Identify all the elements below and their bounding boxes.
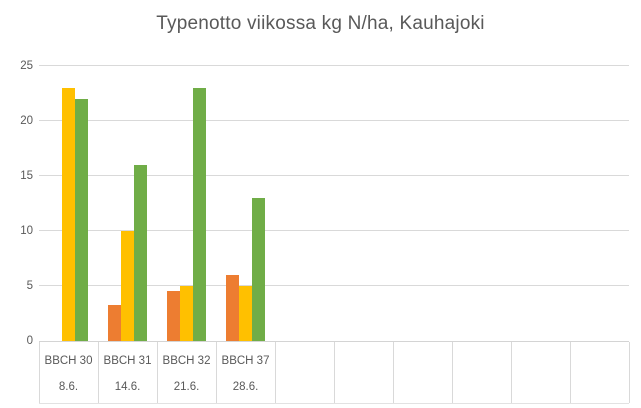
gridline-10 bbox=[39, 230, 629, 231]
bar-yellow-bbch-31 bbox=[121, 231, 134, 341]
y-tick-label-15: 15 bbox=[20, 170, 33, 182]
category-sublabel: 28.6. bbox=[232, 381, 259, 393]
y-tick-label-5: 5 bbox=[26, 280, 33, 292]
category-label: BBCH 31 bbox=[103, 355, 152, 367]
chart-title: Typenotto viikossa kg N/ha, Kauhajoki bbox=[156, 13, 485, 34]
category-sublabel: 14.6. bbox=[114, 381, 141, 393]
y-tick-label-25: 25 bbox=[20, 60, 33, 72]
category-label: BBCH 32 bbox=[162, 355, 211, 367]
y-tick-label-20: 20 bbox=[20, 115, 33, 127]
category-cell-divider bbox=[216, 342, 217, 403]
category-cell-divider bbox=[275, 342, 276, 403]
gridline-5 bbox=[39, 285, 629, 286]
bar-green-bbch-30 bbox=[75, 99, 88, 341]
category-strip-bottom-border bbox=[39, 403, 629, 404]
bar-green-bbch-32 bbox=[193, 88, 206, 341]
bar-yellow-bbch-32 bbox=[180, 286, 193, 341]
category-label: BBCH 37 bbox=[221, 355, 270, 367]
category-cell-divider bbox=[334, 342, 335, 403]
y-tick-label-10: 10 bbox=[20, 225, 33, 237]
bar-green-bbch-37 bbox=[252, 198, 265, 341]
category-cell-divider bbox=[157, 342, 158, 403]
gridline-15 bbox=[39, 175, 629, 176]
x-axis-line bbox=[39, 341, 629, 342]
category-cell-divider bbox=[39, 342, 40, 403]
bar-yellow-bbch-30 bbox=[62, 88, 75, 341]
category-label: BBCH 30 bbox=[44, 355, 93, 367]
bar-orange-bbch-37 bbox=[226, 275, 239, 341]
bar-yellow-bbch-37 bbox=[239, 286, 252, 341]
bar-orange-bbch-31 bbox=[108, 305, 121, 341]
gridline-25 bbox=[39, 65, 629, 66]
bar-orange-bbch-32 bbox=[167, 291, 180, 341]
category-cell-divider bbox=[629, 342, 630, 403]
bar-green-bbch-31 bbox=[134, 165, 147, 341]
category-cell-divider bbox=[511, 342, 512, 403]
category-cell-divider bbox=[452, 342, 453, 403]
category-sublabel: 8.6. bbox=[58, 381, 79, 393]
gridline-20 bbox=[39, 120, 629, 121]
y-tick-label-0: 0 bbox=[26, 335, 33, 347]
category-cell-divider bbox=[570, 342, 571, 403]
category-sublabel: 21.6. bbox=[173, 381, 200, 393]
category-cell-divider bbox=[393, 342, 394, 403]
category-cell-divider bbox=[98, 342, 99, 403]
